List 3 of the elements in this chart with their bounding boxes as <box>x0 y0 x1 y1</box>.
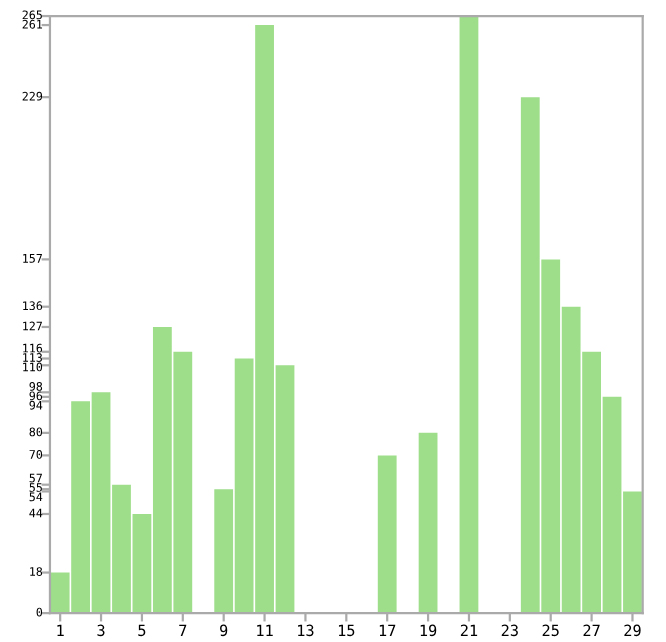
bar <box>418 432 438 614</box>
bar <box>459 16 479 614</box>
bar <box>377 455 397 614</box>
